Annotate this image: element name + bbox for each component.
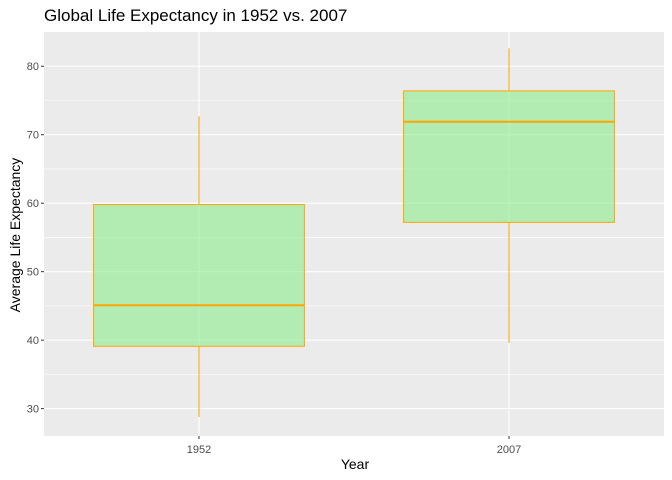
x-axis-ticks: 1952 2007 — [187, 436, 521, 456]
y-tick-label: 30 — [27, 404, 39, 416]
y-axis-ticks: 30 40 50 60 70 80 — [27, 61, 44, 416]
box-2007 — [403, 48, 615, 343]
y-tick-label: 80 — [27, 61, 39, 73]
x-tick-label: 2007 — [497, 444, 521, 456]
box-series — [93, 48, 615, 417]
x-axis-title: Year — [341, 456, 370, 472]
y-tick-label: 70 — [27, 130, 39, 142]
box-body — [403, 90, 615, 223]
x-tick-label: 1952 — [187, 444, 211, 456]
box-body — [93, 204, 305, 347]
y-axis-title: Average Life Expectancy — [7, 158, 23, 313]
y-tick-label: 40 — [27, 335, 39, 347]
y-tick-label: 60 — [27, 198, 39, 210]
y-tick-label: 50 — [27, 267, 39, 279]
box-1952 — [93, 116, 305, 417]
chart-title: Global Life Expectancy in 1952 vs. 2007 — [44, 6, 347, 25]
